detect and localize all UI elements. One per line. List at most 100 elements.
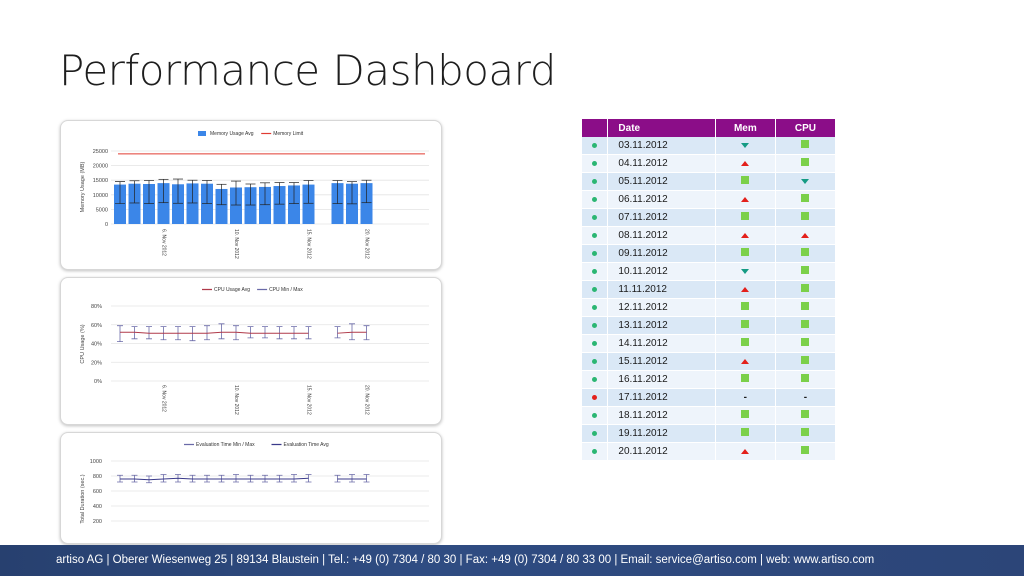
legend-eval-minmax-label: Evaluation Time Min / Max — [196, 442, 255, 448]
mem-indicator-cell — [715, 137, 776, 155]
legend-cpu-avg-label: CPU Usage Avg — [214, 287, 250, 293]
table-row: 09.11.2012 — [582, 244, 835, 263]
y-axis-label: Total Duration (sec.) — [80, 474, 86, 523]
green-square-icon — [741, 320, 750, 328]
status-ok-dot-icon — [592, 143, 598, 148]
table-row: 10.11.2012 — [582, 262, 835, 281]
status-cell — [582, 334, 609, 353]
cpu-indicator-cell — [775, 334, 835, 353]
green-square-icon — [741, 338, 750, 346]
triangle-up-icon — [801, 233, 810, 238]
status-fail-dot-icon — [592, 395, 598, 400]
status-cell — [582, 154, 609, 173]
green-square-icon — [741, 176, 750, 184]
status-cell — [582, 262, 609, 281]
memory-bar — [114, 184, 126, 224]
table-row: 12.11.2012 — [582, 298, 835, 317]
mem-indicator-cell — [715, 154, 776, 173]
mem-indicator-cell — [715, 406, 776, 425]
status-cell — [582, 424, 609, 443]
green-square-icon — [801, 446, 810, 454]
x-tick-label: 20. Nov 2012 — [364, 385, 370, 415]
date-cell: 10.11.2012 — [607, 262, 716, 281]
legend-memory-avg-swatch — [198, 131, 206, 136]
status-ok-dot-icon — [592, 323, 598, 328]
y-axis-label: Memory Usage (MB) — [80, 161, 86, 212]
min-max-range — [291, 474, 297, 483]
min-max-range — [160, 474, 167, 483]
green-square-icon — [801, 212, 810, 220]
triangle-up-icon — [741, 449, 750, 454]
green-square-icon — [801, 374, 810, 382]
cpu-indicator-cell — [775, 298, 835, 317]
date-cell: 14.11.2012 — [607, 334, 716, 353]
cpu-indicator-cell — [775, 280, 835, 299]
evaluation-time-chart: 200 400 600 800 1000 Total Duration (sec.) Eva… — [80, 442, 429, 525]
status-ok-dot-icon — [592, 431, 598, 436]
memory-error-bar — [347, 181, 357, 205]
date-cell: 20.11.2012 — [607, 442, 716, 461]
status-cell — [582, 406, 609, 425]
status-ok-dot-icon — [592, 197, 598, 202]
green-square-icon — [741, 374, 750, 382]
green-square-icon — [741, 248, 750, 256]
memory-bar — [157, 183, 170, 224]
memory-bar — [302, 184, 315, 224]
green-square-icon — [801, 356, 810, 364]
triangle-up-icon — [741, 233, 750, 238]
memory-error-bar — [158, 178, 169, 204]
cpu-indicator-cell — [775, 244, 835, 263]
y-tick-label: 40% — [91, 342, 102, 348]
mem-indicator-cell — [715, 334, 776, 353]
date-cell: 04.11.2012 — [607, 154, 716, 173]
min-max-range — [363, 474, 370, 483]
triangle-up-icon — [741, 161, 750, 166]
cpu-indicator-cell — [775, 262, 835, 281]
memory-error-bar — [332, 180, 343, 204]
status-cell — [582, 172, 609, 191]
date-column-header: Date — [607, 119, 716, 137]
table-row: 18.11.2012 — [582, 406, 835, 425]
memory-error-bar — [129, 180, 140, 204]
mem-indicator-cell: - — [715, 388, 776, 407]
legend-memory-limit-label: Memory Limit — [273, 131, 304, 137]
memory-bar — [244, 187, 257, 224]
mem-indicator-cell — [715, 244, 776, 263]
memory-bar — [143, 183, 155, 224]
status-cell — [582, 226, 609, 245]
date-cell: 17.11.2012 — [607, 388, 716, 407]
x-tick-label: 15. Nov 2012 — [306, 229, 312, 259]
status-cell — [582, 316, 609, 335]
green-square-icon — [741, 428, 750, 436]
memory-error-bar — [274, 182, 285, 205]
memory-bar — [360, 183, 373, 224]
cpu-indicator-cell — [775, 154, 835, 173]
x-tick-label: 15. Nov 2012 — [306, 385, 312, 415]
mem-indicator-cell — [715, 208, 776, 227]
green-square-icon — [801, 266, 810, 274]
green-square-icon — [801, 302, 810, 310]
mem-indicator-cell — [715, 442, 776, 461]
min-max-range — [218, 323, 225, 340]
memory-bar — [215, 188, 228, 224]
no-data-dash: - — [803, 392, 808, 403]
table-row: 16.11.2012 — [582, 370, 835, 389]
y-tick-label: 10000 — [93, 193, 108, 199]
y-tick-label: 25000 — [93, 149, 108, 155]
y-axis-label: CPU Usage (%) — [80, 324, 86, 363]
table-row: 06.11.2012 — [582, 190, 835, 209]
green-square-icon — [741, 410, 750, 418]
y-tick-label: 80% — [91, 304, 102, 310]
status-cell — [582, 208, 609, 227]
avg-series-line — [120, 331, 309, 334]
min-max-range — [334, 326, 341, 339]
cpu-usage-chart-panel: 0% 20% 40% 60% 80% CPU Usage (%) CPU Usage Avg… — [60, 277, 442, 425]
y-tick-label: 800 — [93, 474, 102, 480]
status-cell — [582, 370, 609, 389]
status-ok-dot-icon — [592, 413, 598, 418]
daily-status-table: Date Mem CPU 03.11.2012 04.11.2012 05.11.2… — [582, 119, 835, 461]
memory-error-bar — [115, 181, 125, 204]
evaluation-time-chart-panel: 200 400 600 800 1000 Total Duration (sec.) Eva… — [60, 432, 442, 544]
footer-bar: artiso AG | Oberer Wiesenweg 25 | 89134 … — [0, 545, 1024, 576]
table-row: 08.11.2012 — [582, 226, 835, 245]
